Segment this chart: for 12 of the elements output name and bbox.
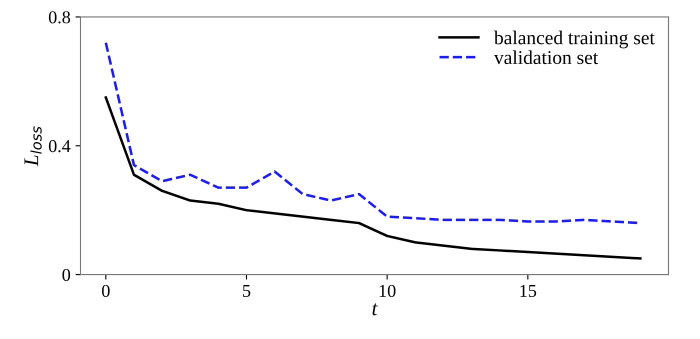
x-tick-label: 15 [520, 284, 536, 298]
y-tick-label: 0.4 [48, 140, 70, 152]
legend-label: validation set [494, 50, 598, 64]
x-tick-label: 10 [380, 284, 396, 298]
y-axis-title: L$_{loss}$ [24, 126, 42, 166]
x-axis-title: t [372, 303, 378, 316]
line-series [104, 96, 642, 260]
legend-label: balanced training set [494, 30, 655, 48]
y-tick-label: 0.8 [48, 11, 70, 24]
y-tick-label: 0 [62, 268, 70, 282]
x-tick-label: 5 [243, 285, 250, 298]
x-tick-label: 0 [102, 284, 110, 298]
